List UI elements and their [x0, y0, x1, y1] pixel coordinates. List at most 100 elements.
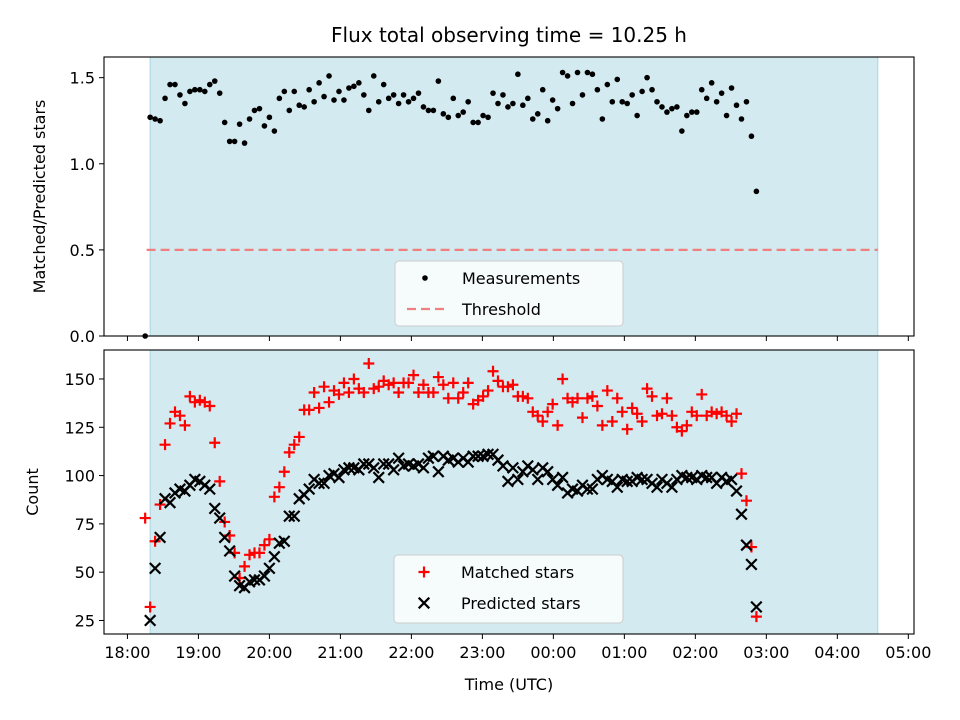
- x-tick-label: 23:00: [459, 643, 505, 662]
- data-point: [698, 86, 705, 93]
- data-point: [213, 512, 226, 525]
- data-point: [373, 381, 385, 393]
- data-point: [226, 138, 233, 145]
- data-point: [505, 104, 511, 110]
- data-point: [388, 377, 400, 389]
- plot-frame: [103, 349, 915, 635]
- data-point: [621, 475, 634, 488]
- data-point: [283, 446, 295, 458]
- data-point: [457, 387, 469, 399]
- data-point: [321, 93, 327, 100]
- data-point: [179, 419, 191, 431]
- data-point: [539, 86, 546, 93]
- data-point: [551, 479, 564, 492]
- y-tick-label: 75: [75, 515, 95, 534]
- data-point: [306, 86, 312, 93]
- data-point: [370, 73, 377, 79]
- data-point: [343, 387, 355, 399]
- data-point: [564, 73, 571, 79]
- data-point: [646, 390, 658, 402]
- data-point: [676, 425, 688, 437]
- data-point: [184, 390, 196, 402]
- data-point: [256, 105, 263, 112]
- data-point: [189, 396, 201, 408]
- data-point: [659, 104, 665, 110]
- data-point: [276, 95, 283, 102]
- data-point: [288, 510, 301, 523]
- data-point: [163, 496, 177, 509]
- data-point: [368, 383, 380, 395]
- data-point: [549, 97, 556, 103]
- data-point: [420, 104, 427, 110]
- legend: Matched stars Predicted stars: [393, 554, 624, 624]
- data-point: [594, 86, 601, 93]
- data-point: [278, 535, 291, 548]
- data-point: [700, 471, 713, 484]
- data-point: [403, 377, 415, 389]
- data-point: [208, 502, 221, 515]
- data-point: [511, 473, 524, 486]
- data-point: [664, 109, 670, 115]
- data-point: [162, 95, 168, 102]
- data-point: [432, 465, 445, 478]
- plot-frame: [103, 56, 915, 337]
- data-point: [552, 419, 564, 431]
- data-point: [318, 381, 330, 393]
- data-point: [365, 107, 372, 114]
- data-point: [576, 412, 588, 424]
- data-point: [251, 107, 258, 114]
- data-point: [740, 495, 752, 507]
- data-point: [425, 107, 432, 114]
- x-axis-title: Time (UTC): [464, 675, 553, 694]
- x-tick-label: 18:00: [104, 643, 150, 662]
- data-point: [745, 558, 758, 571]
- data-point: [693, 109, 700, 115]
- series-predicted-stars: [144, 448, 763, 627]
- data-point: [515, 71, 521, 78]
- data-point: [713, 98, 720, 105]
- data-point: [661, 392, 673, 404]
- x-tick-label: 01:00: [601, 643, 647, 662]
- data-point: [361, 92, 367, 98]
- data-point: [636, 415, 648, 427]
- x-tick-label: 19:00: [175, 643, 221, 662]
- legend-box: [393, 554, 624, 624]
- legend-label: Matched stars: [461, 563, 574, 582]
- data-point: [601, 385, 613, 397]
- data-point: [455, 112, 462, 119]
- data-point: [427, 450, 440, 463]
- y-tick-label: 50: [75, 563, 95, 582]
- y-tick-label: 100: [64, 467, 95, 486]
- data-point: [323, 396, 335, 408]
- y-tick-label: 0.5: [70, 241, 95, 260]
- data-point: [634, 112, 640, 119]
- data-point: [721, 410, 733, 422]
- ratio-panel: 0.0 0.5 1.0 1.5 Matched/Predicted stars Measu…: [30, 56, 915, 346]
- data-point: [239, 560, 251, 572]
- data-point: [202, 88, 208, 95]
- data-point: [581, 483, 594, 496]
- data-point: [427, 387, 439, 399]
- x-tick-label: 20:00: [246, 643, 292, 662]
- data-point: [263, 562, 276, 575]
- y-tick-label: 150: [64, 370, 95, 389]
- data-point: [430, 107, 437, 114]
- data-point: [656, 408, 668, 420]
- data-point: [599, 116, 606, 122]
- data-point: [500, 92, 506, 98]
- data-point: [547, 398, 559, 410]
- legend-marker: [422, 275, 428, 281]
- data-point: [377, 457, 390, 471]
- data-point: [740, 539, 753, 552]
- data-point: [689, 109, 695, 115]
- data-point: [572, 392, 584, 404]
- data-point: [482, 385, 494, 397]
- data-point: [268, 491, 280, 503]
- data-point: [164, 417, 176, 429]
- data-point: [616, 406, 628, 418]
- data-point: [246, 116, 253, 122]
- data-point: [261, 123, 268, 129]
- data-point: [154, 499, 166, 511]
- data-point: [167, 81, 173, 88]
- data-point: [236, 121, 243, 127]
